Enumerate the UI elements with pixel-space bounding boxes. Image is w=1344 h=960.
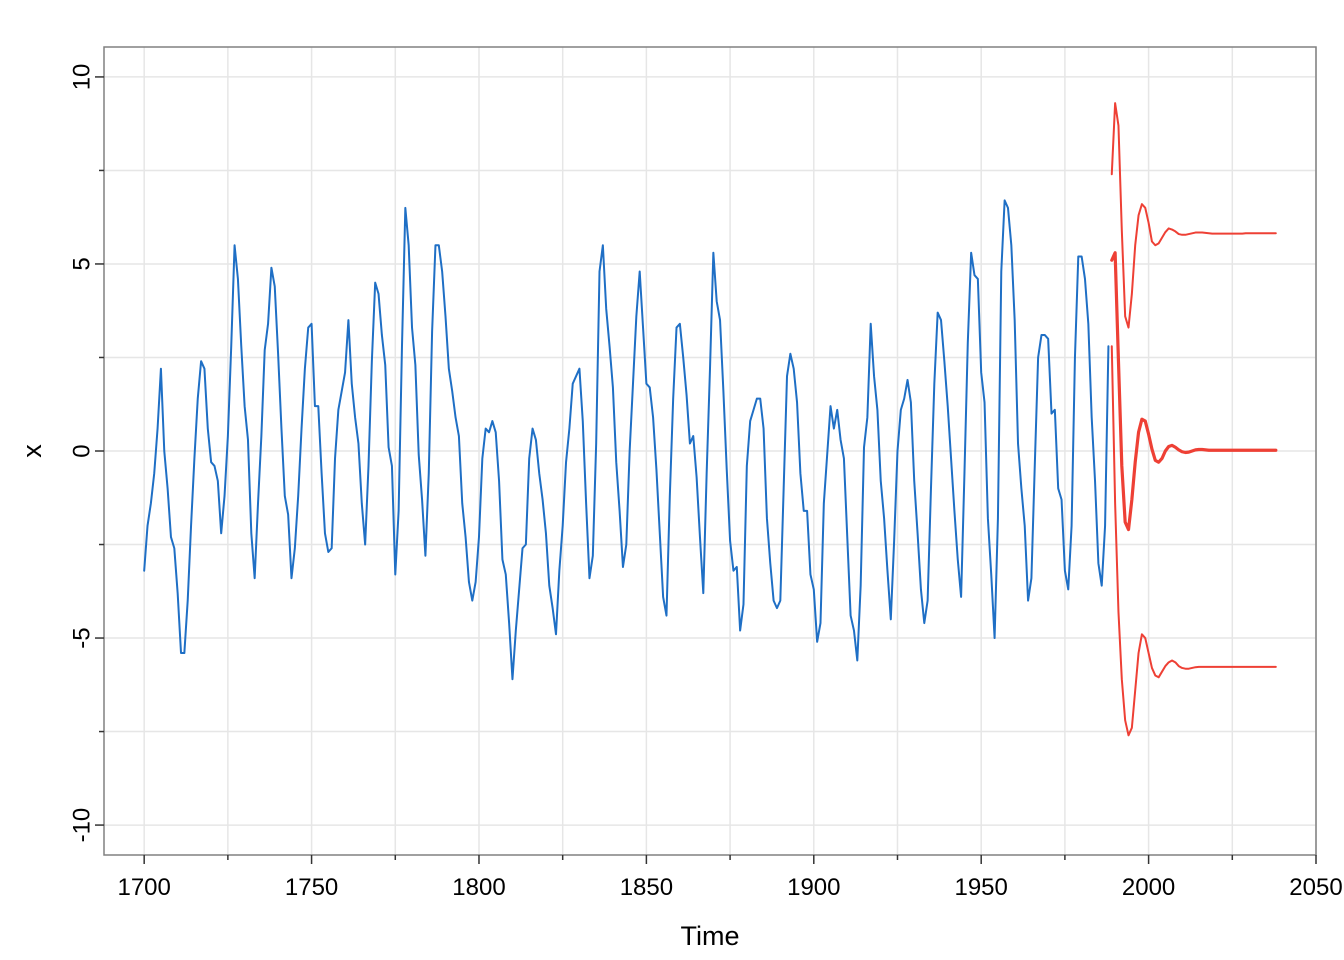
y-tick-label: -10 [69, 808, 96, 843]
x-tick-label: 1900 [787, 874, 840, 901]
y-axis-title: x [17, 444, 47, 458]
x-tick-label: 1950 [954, 874, 1007, 901]
forecast-point-line [1110, 251, 1278, 532]
observed-line [143, 199, 1110, 681]
forecast-lower-line [1110, 345, 1277, 737]
x-tick-label: 2050 [1289, 874, 1342, 901]
y-tick-label: -5 [69, 627, 96, 648]
x-tick-label: 1700 [117, 874, 170, 901]
y-tick-label: 5 [69, 257, 96, 270]
x-tick-label: 1750 [285, 874, 338, 901]
x-axis-title: Time [681, 921, 740, 951]
y-tick-label: 0 [69, 444, 96, 457]
series-group [143, 102, 1278, 737]
x-tick-label: 2000 [1122, 874, 1175, 901]
axes: 1700 1750 1800 1850 1900 1950 2000 2050 -10 -5 0 5 1… [69, 64, 1343, 901]
y-tick-label: 10 [69, 64, 96, 91]
x-tick-label: 1850 [620, 874, 673, 901]
x-tick-label: 1800 [452, 874, 505, 901]
forecast-upper-line [1110, 102, 1277, 329]
